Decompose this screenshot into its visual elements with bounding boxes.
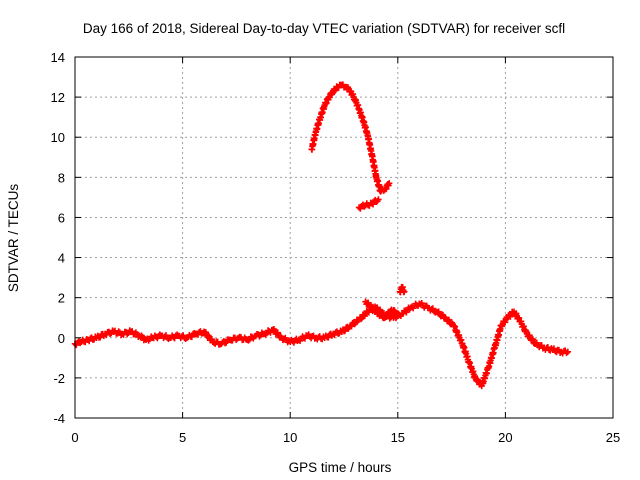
data-point — [106, 330, 114, 338]
axis-layer: 0 5 10 15 20 25 -4 -2 0 2 4 6 8 10 12 14 — [51, 50, 621, 445]
x-tick-label: 15 — [391, 430, 405, 445]
plot-frame — [74, 56, 614, 419]
y-tick-label: 8 — [58, 170, 65, 185]
y-tick-label: 14 — [51, 50, 65, 65]
label-layer: Day 166 of 2018, Sidereal Day-to-day VTE… — [6, 21, 565, 475]
x-tick-label: 0 — [71, 430, 78, 445]
y-tick-label: -2 — [53, 371, 65, 386]
data-point — [341, 327, 349, 334]
x-tick-label: 5 — [179, 430, 186, 445]
data-point — [401, 288, 408, 295]
series-4 — [355, 196, 382, 212]
data-point — [357, 315, 365, 323]
data-point — [385, 180, 393, 187]
y-tick-label: 10 — [51, 130, 65, 145]
data-point — [331, 87, 339, 94]
data-point — [205, 332, 212, 339]
data-point — [526, 332, 533, 339]
data-point — [348, 323, 355, 330]
y-tick-label: 6 — [58, 210, 65, 225]
data-point — [245, 337, 252, 344]
y-tick-label: 4 — [58, 251, 65, 266]
grid-layer — [75, 57, 613, 418]
y-axis-label: SDTVAR / TECUs — [6, 184, 21, 293]
data-point — [563, 349, 570, 357]
series-2 — [396, 283, 408, 296]
data-point — [375, 196, 382, 203]
x-tick-label: 20 — [498, 430, 512, 445]
data-point — [564, 348, 572, 356]
x-axis-label: GPS time / hours — [289, 460, 392, 475]
data-point — [115, 328, 122, 335]
data-point — [97, 334, 104, 341]
data-layer — [71, 81, 572, 390]
data-point — [202, 329, 210, 336]
y-tick-label: 12 — [51, 90, 65, 105]
data-point — [394, 310, 401, 317]
y-tick-label: -4 — [53, 411, 65, 426]
y-tick-label: 2 — [58, 291, 65, 306]
series-3 — [308, 81, 393, 195]
x-tick-label: 10 — [283, 430, 297, 445]
data-point — [529, 336, 537, 343]
series-0 — [71, 300, 572, 390]
chart-title: Day 166 of 2018, Sidereal Day-to-day VTE… — [83, 21, 565, 36]
series-1 — [362, 298, 401, 322]
x-tick-label: 25 — [606, 430, 620, 445]
data-point — [378, 311, 385, 318]
data-point — [124, 330, 131, 338]
y-tick-label: 0 — [58, 331, 65, 346]
